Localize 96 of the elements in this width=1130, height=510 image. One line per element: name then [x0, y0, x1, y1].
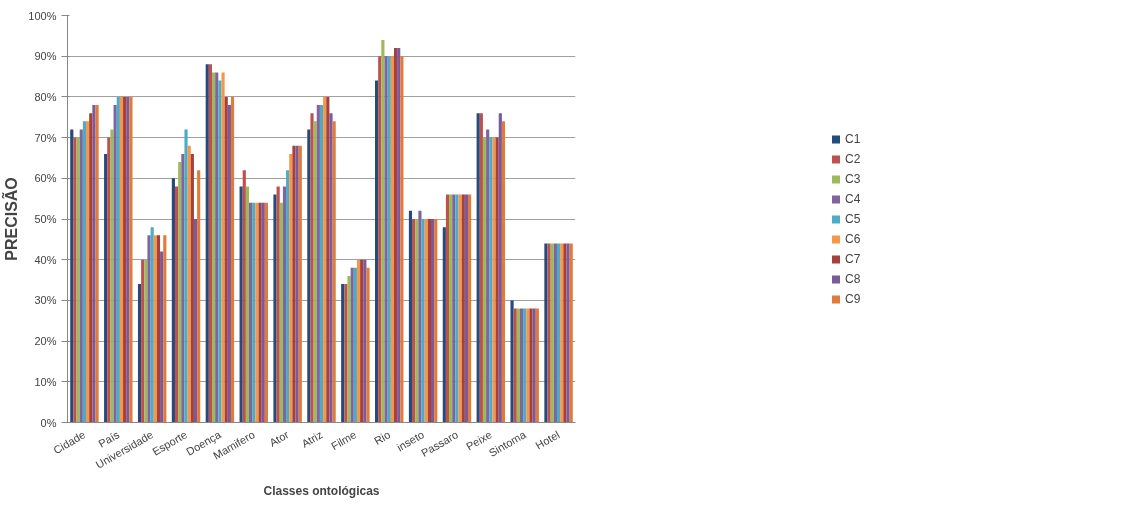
bar	[224, 96, 228, 423]
bar	[221, 72, 225, 423]
bar	[89, 113, 93, 423]
bar	[193, 219, 198, 423]
bar	[245, 186, 250, 423]
bar	[332, 121, 336, 423]
bar	[316, 105, 320, 423]
bar	[482, 137, 487, 423]
bar	[163, 235, 167, 423]
legend-label: C1	[845, 131, 862, 146]
bar	[347, 275, 351, 423]
bar	[276, 186, 280, 423]
bar	[147, 235, 151, 423]
bar	[174, 186, 179, 423]
y-tick-label: 70%	[34, 131, 57, 144]
legend-label: C9	[845, 291, 862, 306]
bar	[519, 308, 524, 423]
bar	[107, 137, 111, 423]
bar	[273, 194, 277, 423]
y-tick-label: 0%	[40, 416, 57, 429]
legend-label: C4	[845, 191, 862, 206]
bar	[171, 178, 175, 423]
y-tick-label: 60%	[34, 172, 57, 185]
bar	[187, 145, 191, 423]
bar	[110, 129, 114, 423]
bar	[184, 129, 188, 423]
bar	[313, 121, 317, 423]
y-tick-label: 50%	[34, 213, 57, 225]
y-tick-label: 80%	[34, 90, 57, 103]
legend-label: C3	[845, 171, 862, 186]
bar	[70, 129, 74, 423]
x-tick-label: Filme	[329, 428, 359, 453]
bar	[190, 153, 194, 423]
bar	[79, 129, 83, 423]
bar	[468, 194, 472, 423]
bar	[329, 113, 333, 423]
bar	[230, 96, 235, 423]
bar	[319, 105, 324, 423]
y-tick-label: 100%	[28, 9, 57, 22]
bar	[113, 105, 117, 423]
bar	[445, 194, 450, 423]
bar	[82, 121, 87, 423]
bar	[153, 235, 157, 423]
y-tick-label: 90%	[34, 50, 57, 63]
bar	[418, 210, 422, 423]
bar	[486, 129, 490, 423]
bar	[400, 56, 404, 423]
bar	[279, 202, 283, 423]
bar	[282, 186, 287, 423]
y-tick-label: 30%	[34, 294, 57, 307]
bar	[356, 259, 361, 423]
bar	[556, 243, 561, 423]
bar	[150, 227, 154, 423]
bar	[498, 113, 502, 423]
bar	[378, 56, 382, 423]
y-tick-label: 40%	[34, 253, 57, 266]
legend-label: C5	[845, 211, 862, 226]
bar	[239, 186, 243, 423]
legend-label: C7	[845, 251, 862, 266]
bar	[442, 227, 446, 423]
bar	[408, 210, 413, 423]
bar	[86, 121, 90, 423]
bar	[381, 39, 385, 423]
legend-label: C8	[845, 271, 862, 286]
bar	[310, 113, 314, 423]
x-axis-title: Classes ontológicas	[263, 483, 380, 498]
x-tick-label: Ator	[267, 428, 291, 449]
bar	[464, 194, 469, 423]
y-tick-label: 10%	[34, 375, 57, 388]
bar	[218, 80, 222, 423]
bar	[242, 170, 246, 423]
x-tick-label: Atriz	[299, 428, 325, 450]
legend-label: C2	[845, 151, 862, 166]
bar	[197, 170, 201, 423]
bar	[397, 48, 401, 423]
bar	[286, 170, 290, 423]
bar	[289, 153, 293, 423]
bar	[104, 153, 108, 423]
legend-label: C6	[845, 231, 862, 246]
bar	[510, 300, 514, 423]
bar	[366, 267, 370, 423]
bar	[137, 284, 142, 423]
bar	[501, 121, 506, 423]
bar	[178, 162, 182, 423]
bar	[116, 96, 120, 423]
bar	[375, 80, 379, 423]
bar	[160, 251, 164, 423]
bar	[227, 105, 231, 423]
bar	[307, 129, 311, 423]
bar	[119, 96, 124, 423]
y-tick-label: 20%	[34, 335, 57, 348]
bar	[156, 235, 161, 423]
y-axis-title: PRECISÃO	[1, 177, 21, 261]
bar	[393, 48, 398, 423]
bar	[181, 153, 185, 423]
x-tick-label: Rio	[371, 428, 393, 447]
